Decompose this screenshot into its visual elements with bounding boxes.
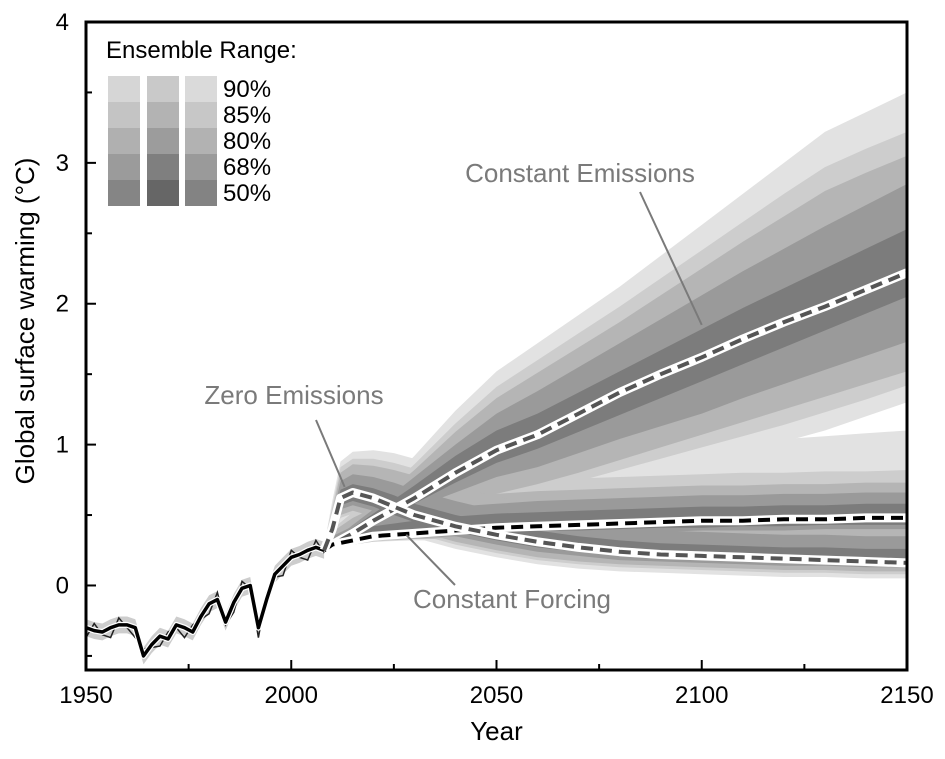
x-tick-label-2100: 2100	[675, 682, 728, 709]
legend-swatch-50-1	[147, 180, 179, 206]
y-axis-label: Global surface warming (°C)	[10, 158, 40, 485]
observations-band	[86, 539, 325, 665]
annotation-leader-zero-emissions	[315, 419, 346, 488]
x-tick-label-1950: 1950	[59, 682, 112, 709]
legend-swatch-68-1	[147, 154, 179, 180]
band-zero-emissions-68	[324, 474, 907, 568]
legend-label-90: 90%	[223, 76, 271, 103]
annotation-leader-constant-forcing	[405, 534, 456, 586]
legend-swatch-50-0	[108, 180, 140, 206]
legend-swatch-90-2	[185, 76, 217, 102]
x-tick-label-2150: 2150	[880, 682, 933, 709]
annotations: Constant Emissions Zero Emissions Constant…	[204, 158, 703, 614]
scenario-lines	[319, 268, 907, 568]
legend-label-50: 50%	[223, 180, 271, 207]
legend-title: Ensemble Range:	[106, 37, 297, 64]
legend-swatch-80-2	[185, 128, 217, 154]
line-constant-emissions	[322, 270, 907, 552]
annotation-zero-emissions: Zero Emissions	[204, 380, 383, 410]
legend-swatch-85-1	[147, 102, 179, 128]
legend-label-68: 68%	[223, 154, 271, 181]
x-tick-label-2050: 2050	[470, 682, 523, 709]
legend-swatch-85-2	[185, 102, 217, 128]
legend-swatch-90-1	[147, 76, 179, 102]
legend-swatch-50-2	[185, 180, 217, 206]
annotation-constant-emissions: Constant Emissions	[465, 158, 695, 188]
y-tick-label-0: 0	[56, 572, 69, 599]
legend-swatch-68-0	[108, 154, 140, 180]
legend-label-85: 85%	[223, 102, 271, 129]
line-zero-emissions	[322, 490, 907, 565]
legend: Ensemble Range: 90%85%80%68%50%	[106, 37, 297, 207]
legend-swatch-80-0	[108, 128, 140, 154]
legend-swatch-80-1	[147, 128, 179, 154]
observations-line	[86, 545, 325, 658]
y-tick-label-2: 2	[56, 291, 69, 318]
y-tick-label-3: 3	[56, 150, 69, 177]
legend-swatch-90-0	[108, 76, 140, 102]
observations-layer	[86, 538, 326, 665]
y-tick-label-1: 1	[56, 432, 69, 459]
annotation-constant-forcing: Constant Forcing	[413, 584, 611, 614]
annotation-leader-constant-emissions	[639, 191, 703, 326]
legend-swatch-68-2	[185, 154, 217, 180]
x-axis-label: Year	[470, 716, 523, 746]
legend-label-80: 80%	[223, 128, 271, 155]
legend-swatch-85-0	[108, 102, 140, 128]
x-tick-label-2000: 2000	[265, 682, 318, 709]
y-tick-label-4: 4	[56, 9, 69, 36]
axes: 1950 2000 2050 2100 2150 0 1 2 3 4 Year Global surf…	[10, 9, 934, 746]
line-constant-forcing	[322, 515, 907, 552]
